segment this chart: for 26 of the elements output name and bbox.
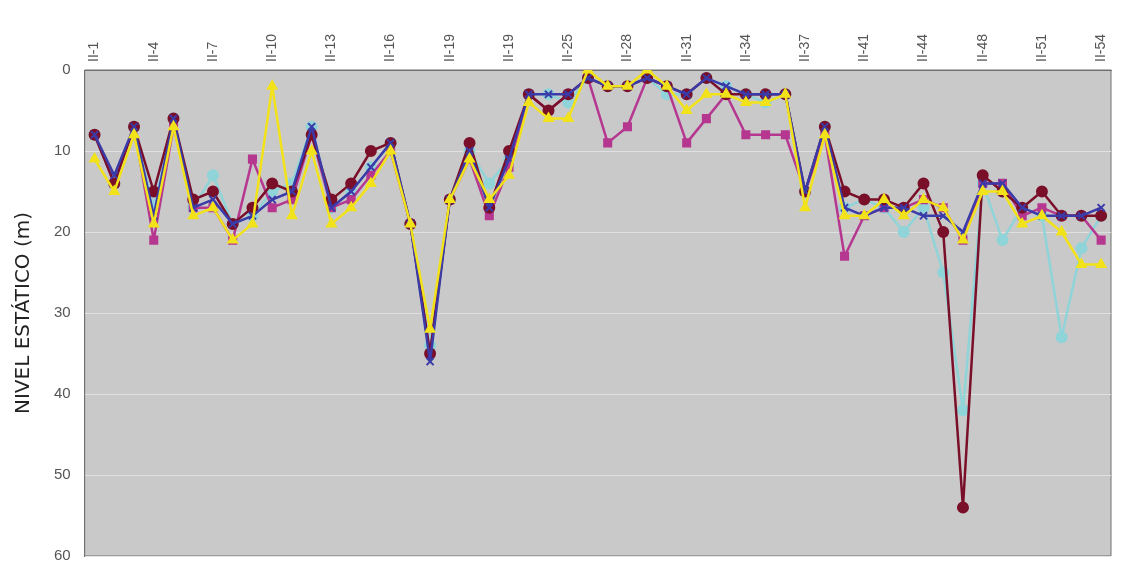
- x-tick-label: II-16: [381, 33, 398, 62]
- x-tick-label: II-41: [855, 33, 872, 62]
- x-tick-label: II-31: [677, 33, 694, 62]
- x-tick-label: II-13: [322, 33, 339, 62]
- y-tick-label: 20: [54, 222, 71, 240]
- x-tick-label: II-4: [144, 41, 161, 62]
- y-tick-label: 60: [54, 546, 71, 564]
- y-axis-title: NIVEL ESTÁTICO (m): [10, 211, 35, 415]
- x-tick-label: II-44: [914, 33, 931, 62]
- x-tick-label: II-25: [559, 33, 576, 62]
- x-tick-label: II-34: [736, 33, 753, 62]
- x-tick-label: II-7: [203, 41, 220, 62]
- y-tick-label: 30: [54, 303, 71, 321]
- x-tick-label: II-54: [1091, 33, 1108, 62]
- y-tick-label: 0: [62, 60, 71, 78]
- x-tick-label: II-48: [973, 33, 990, 62]
- x-tick-label: II-19: [499, 33, 516, 62]
- x-tick-label: II-51: [1032, 33, 1049, 62]
- x-tick-label: II-10: [263, 33, 280, 62]
- x-tick-label: II-37: [795, 33, 812, 62]
- y-tick-label: 40: [54, 384, 71, 402]
- x-tick-label: II-19: [440, 33, 457, 62]
- x-tick-label: II-1: [85, 41, 102, 62]
- x-tick-label: II-28: [618, 33, 635, 62]
- y-tick-label: 10: [54, 141, 71, 159]
- y-tick-label: 50: [54, 465, 71, 483]
